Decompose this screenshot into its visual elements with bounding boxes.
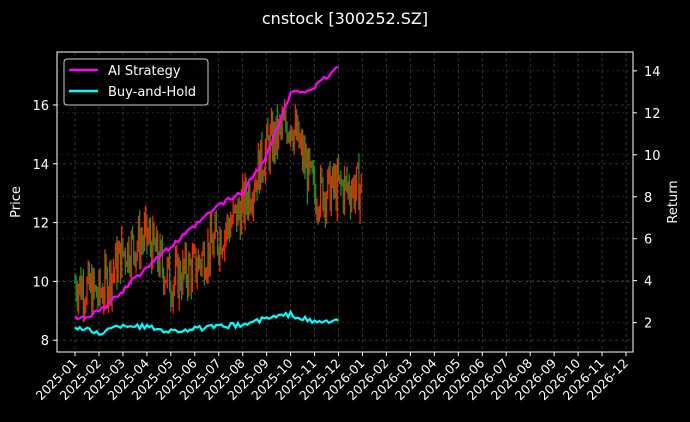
y-tick-label-left: 14 — [32, 158, 49, 173]
y-axis-label-right: Return — [666, 180, 681, 223]
price-candles — [74, 98, 362, 322]
y-tick-label-right: 2 — [644, 317, 652, 332]
y-tick-label-left: 10 — [32, 275, 49, 290]
series-line-buy-and-hold — [74, 309, 340, 336]
legend-box — [63, 58, 209, 106]
y-tick-label-left: 8 — [41, 334, 49, 349]
legend-label-ai-strategy: AI Strategy — [108, 64, 181, 79]
y-axis-left: 8 10 12 14 16 — [32, 99, 57, 349]
legend-label-buy-and-hold: Buy-and-Hold — [108, 85, 196, 100]
y-tick-label-left: 16 — [32, 99, 49, 114]
plot-frame — [56, 51, 634, 353]
series-lines — [74, 66, 340, 336]
y-tick-label-right: 12 — [644, 107, 661, 122]
legend: AI Strategy Buy-and-Hold — [63, 58, 209, 106]
y-tick-label-right: 4 — [644, 275, 652, 290]
y-axis-label-left: Price — [9, 186, 24, 218]
y-tick-label-right: 14 — [644, 65, 661, 80]
chart-title: cnstock [300252.SZ] — [262, 9, 428, 28]
y-axis-right: 2 4 6 8 10 12 14 — [633, 65, 661, 332]
x-axis: 2025-012025-022025-032025-042025-052025-… — [33, 352, 631, 403]
y-tick-label-left: 12 — [32, 217, 49, 232]
y-tick-label-right: 8 — [644, 191, 652, 206]
y-tick-label-right: 10 — [644, 149, 661, 164]
y-tick-label-right: 6 — [644, 233, 652, 248]
series-line-ai-strategy — [74, 66, 339, 321]
